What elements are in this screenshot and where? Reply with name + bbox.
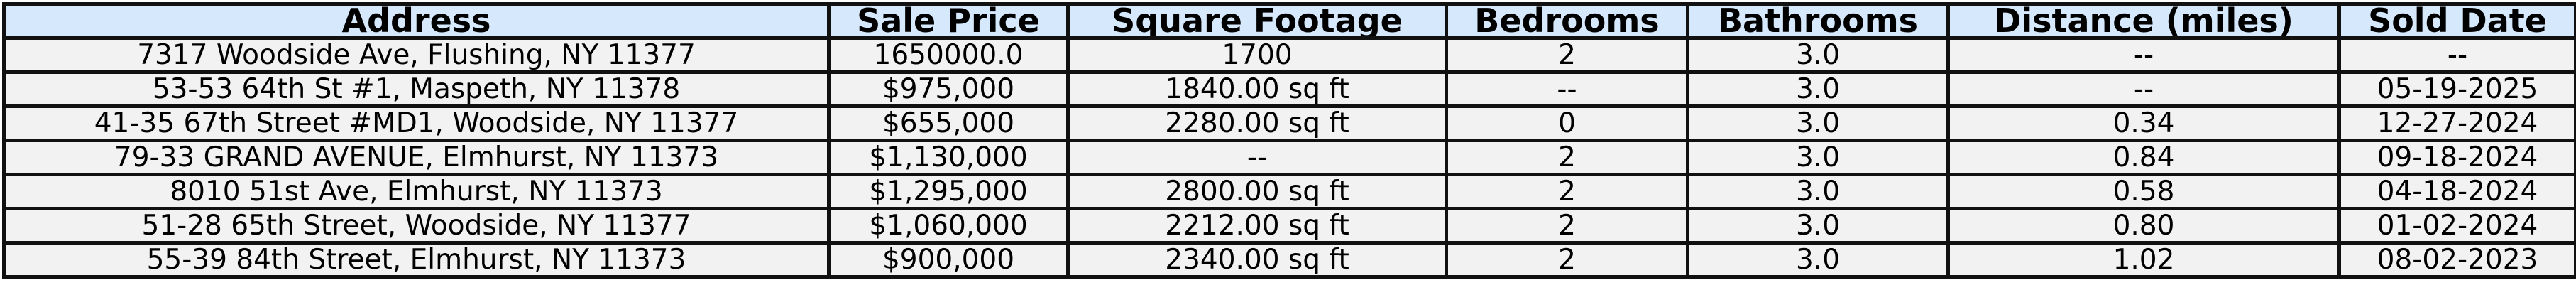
table-row: 51-28 65th Street, Woodside, NY 11377 $1… — [2, 207, 2576, 245]
cell-address: 53-53 64th St #1, Maspeth, NY 11378 — [2, 70, 831, 108]
cell-square-footage: 2340.00 sq ft — [1066, 241, 1448, 279]
cell-distance: -- — [1946, 36, 2341, 74]
cell-bathrooms: 3.0 — [1686, 173, 1950, 210]
cell-sale-price: $1,130,000 — [827, 139, 1070, 176]
cell-bedrooms: 2 — [1445, 36, 1689, 74]
cell-address: 7317 Woodside Ave, Flushing, NY 11377 — [2, 36, 831, 74]
table-row: 55-39 84th Street, Elmhurst, NY 11373 $9… — [2, 241, 2576, 279]
header-sale-price: Sale Price — [827, 2, 1070, 40]
cell-bedrooms: -- — [1445, 70, 1689, 108]
table-row: 41-35 67th Street #MD1, Woodside, NY 113… — [2, 104, 2576, 142]
cell-distance: 0.58 — [1946, 173, 2341, 210]
cell-distance: 0.84 — [1946, 139, 2341, 176]
table-row: 53-53 64th St #1, Maspeth, NY 11378 $975… — [2, 70, 2576, 108]
header-distance: Distance (miles) — [1946, 2, 2341, 40]
sales-table-container: Address Sale Price Square Footage Bedroo… — [2, 2, 2576, 279]
cell-sale-price: $900,000 — [827, 241, 1070, 279]
cell-address: 55-39 84th Street, Elmhurst, NY 11373 — [2, 241, 831, 279]
cell-square-footage: 1840.00 sq ft — [1066, 70, 1448, 108]
cell-sold-date: 09-18-2024 — [2337, 139, 2576, 176]
cell-square-footage: 2800.00 sq ft — [1066, 173, 1448, 210]
cell-square-footage: 2280.00 sq ft — [1066, 104, 1448, 142]
cell-sold-date: 01-02-2024 — [2337, 207, 2576, 245]
cell-sold-date: 12-27-2024 — [2337, 104, 2576, 142]
cell-sale-price: $1,295,000 — [827, 173, 1070, 210]
cell-sold-date: 04-18-2024 — [2337, 173, 2576, 210]
cell-address: 8010 51st Ave, Elmhurst, NY 11373 — [2, 173, 831, 210]
cell-square-footage: 1700 — [1066, 36, 1448, 74]
header-row: Address Sale Price Square Footage Bedroo… — [2, 2, 2576, 40]
header-bedrooms: Bedrooms — [1445, 2, 1689, 40]
cell-sold-date: 05-19-2025 — [2337, 70, 2576, 108]
cell-bedrooms: 2 — [1445, 173, 1689, 210]
home-sales-table: Address Sale Price Square Footage Bedroo… — [2, 2, 2576, 279]
cell-sale-price: 1650000.0 — [827, 36, 1070, 74]
table-row: 8010 51st Ave, Elmhurst, NY 11373 $1,295… — [2, 173, 2576, 210]
cell-sold-date: -- — [2337, 36, 2576, 74]
cell-sale-price: $655,000 — [827, 104, 1070, 142]
cell-bathrooms: 3.0 — [1686, 139, 1950, 176]
cell-bathrooms: 3.0 — [1686, 70, 1950, 108]
header-sold-date: Sold Date — [2337, 2, 2576, 40]
cell-bathrooms: 3.0 — [1686, 241, 1950, 279]
cell-bedrooms: 0 — [1445, 104, 1689, 142]
cell-bedrooms: 2 — [1445, 139, 1689, 176]
cell-bathrooms: 3.0 — [1686, 36, 1950, 74]
cell-square-footage: -- — [1066, 139, 1448, 176]
cell-sold-date: 08-02-2023 — [2337, 241, 2576, 279]
cell-address: 51-28 65th Street, Woodside, NY 11377 — [2, 207, 831, 245]
cell-bathrooms: 3.0 — [1686, 104, 1950, 142]
header-address: Address — [2, 2, 831, 40]
cell-distance: 0.34 — [1946, 104, 2341, 142]
cell-bedrooms: 2 — [1445, 207, 1689, 245]
cell-bathrooms: 3.0 — [1686, 207, 1950, 245]
table-row: 7317 Woodside Ave, Flushing, NY 11377 16… — [2, 36, 2576, 74]
header-square-footage: Square Footage — [1066, 2, 1448, 40]
cell-sale-price: $975,000 — [827, 70, 1070, 108]
cell-distance: 1.02 — [1946, 241, 2341, 279]
cell-distance: -- — [1946, 70, 2341, 108]
table-row: 79-33 GRAND AVENUE, Elmhurst, NY 11373 $… — [2, 139, 2576, 176]
cell-bedrooms: 2 — [1445, 241, 1689, 279]
header-bathrooms: Bathrooms — [1686, 2, 1950, 40]
cell-distance: 0.80 — [1946, 207, 2341, 245]
cell-address: 79-33 GRAND AVENUE, Elmhurst, NY 11373 — [2, 139, 831, 176]
cell-sale-price: $1,060,000 — [827, 207, 1070, 245]
cell-square-footage: 2212.00 sq ft — [1066, 207, 1448, 245]
cell-address: 41-35 67th Street #MD1, Woodside, NY 113… — [2, 104, 831, 142]
